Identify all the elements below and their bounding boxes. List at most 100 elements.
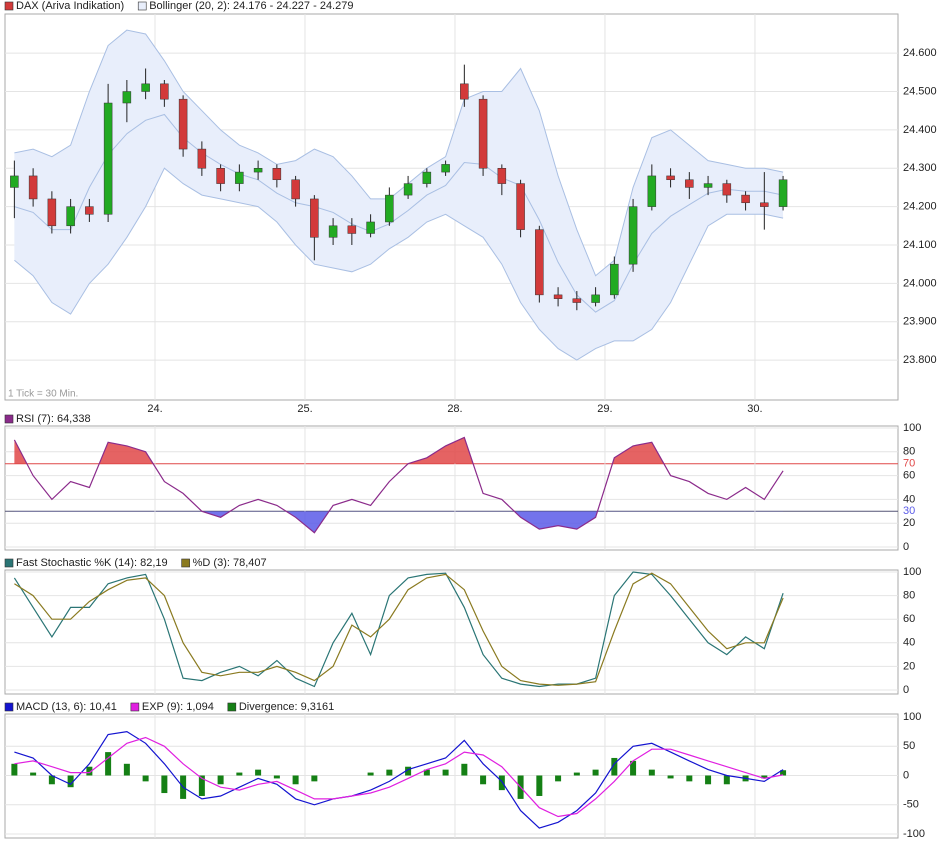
divergence-bar: [686, 775, 693, 782]
x-tick-label: 28.: [447, 403, 462, 415]
divergence-bar: [630, 760, 637, 776]
y-tick-label: 70: [903, 458, 915, 470]
divergence-bar: [255, 769, 262, 776]
candle-body: [685, 179, 694, 188]
candle-body: [235, 171, 244, 184]
x-tick-label: 24.: [147, 403, 162, 415]
y-tick-label: 80: [903, 590, 915, 602]
legend-label: Fast Stochastic %K (14): 82,19: [16, 557, 168, 569]
band-line: [14, 113, 784, 313]
candle-body: [647, 175, 657, 207]
series-line: [13, 436, 784, 534]
panel: -100 -50 0 50 100 MACD (13, 6): 10,41 EXP (9):…: [4, 701, 925, 840]
band-area: [14, 30, 784, 361]
y-tick-label: 30: [903, 505, 915, 517]
divergence-bar: [161, 775, 168, 794]
legend-label: %D (3): 78,407: [193, 557, 267, 569]
legend-label: DAX (Ariva Indikation): [16, 0, 124, 12]
divergence-bar: [761, 775, 768, 779]
candle-body: [216, 167, 225, 184]
divergence-bar: [30, 772, 37, 776]
legend-label: MACD (13, 6): 10,41: [16, 701, 117, 713]
candle-body: [160, 83, 169, 100]
divergence-bar: [442, 769, 449, 776]
divergence-bar: [405, 766, 412, 776]
x-tick-label: 30.: [747, 403, 762, 415]
candle-body: [178, 98, 188, 150]
y-tick-label: 20: [903, 660, 915, 672]
y-tick-label: 100: [903, 422, 921, 434]
y-tick-label: 0: [903, 769, 909, 781]
y-tick-label: 40: [903, 637, 915, 649]
y-tick-label: 24.500: [903, 85, 937, 97]
divergence-bar: [105, 752, 112, 776]
legend-label: RSI (7): 64,338: [16, 413, 91, 425]
candle-body: [385, 194, 394, 223]
oversold-fill: [14, 511, 784, 533]
divergence-bar: [723, 775, 730, 785]
y-tick-label: 100: [903, 711, 921, 723]
legend-swatch: [4, 702, 14, 712]
y-tick-label: 23.900: [903, 316, 937, 328]
y-tick-label: 60: [903, 613, 915, 625]
series-line: [14, 736, 784, 818]
divergence-bar: [480, 775, 487, 785]
candle-body: [253, 167, 263, 173]
divergence-bar: [273, 775, 280, 779]
x-tick-label: 25.: [297, 403, 312, 415]
candle-body: [347, 225, 357, 234]
band-line: [14, 29, 784, 277]
divergence-bar: [367, 772, 374, 776]
candle-body: [610, 263, 619, 296]
candle-body: [553, 294, 563, 299]
y-tick-label: 23.800: [903, 354, 937, 366]
candle-body: [591, 294, 600, 303]
candle-body: [516, 183, 525, 230]
legend-swatch: [4, 1, 14, 11]
legend-swatch: [4, 414, 14, 424]
divergence-bar: [386, 769, 393, 776]
candle-body: [572, 298, 582, 303]
y-tick-label: 24.600: [903, 47, 937, 59]
y-tick-label: 24.300: [903, 162, 937, 174]
candle-body: [460, 83, 469, 100]
panel: 23.800 23.900 24.000 24.100 24.200 24.300 24.4…: [4, 0, 937, 415]
candle-body: [478, 98, 488, 169]
x-tick-label: 29.: [597, 403, 612, 415]
candle-body: [291, 179, 300, 200]
candle-body: [741, 194, 750, 204]
y-tick-label: 100: [903, 566, 921, 578]
annotation: 1 Tick = 30 Min.: [8, 389, 78, 400]
divergence-bar: [592, 769, 599, 776]
y-tick-label: 24.000: [903, 277, 937, 289]
divergence-bar: [198, 775, 205, 796]
divergence-bar: [292, 775, 299, 785]
divergence-bar: [142, 775, 149, 782]
candle-body: [666, 175, 675, 181]
divergence-bar: [11, 763, 18, 776]
candle-body: [10, 175, 19, 188]
series-line: [14, 730, 784, 829]
divergence-bar: [236, 772, 243, 776]
y-tick-label: 60: [903, 470, 915, 482]
y-tick-label: 24.100: [903, 239, 937, 251]
divergence-bar: [86, 766, 93, 776]
candle-body: [441, 164, 450, 173]
divergence-bar: [311, 775, 318, 782]
candle-body: [778, 179, 788, 207]
candle-body: [535, 229, 544, 296]
candle-body: [422, 171, 432, 184]
divergence-bar: [536, 775, 543, 796]
divergence-bar: [648, 769, 655, 776]
panel: 0 20 40 60 80 100 Fast Stochastic %K (14): 82,…: [4, 557, 921, 696]
candle-body: [85, 206, 94, 215]
candle-body: [103, 102, 113, 215]
candle-body: [366, 221, 375, 234]
divergence-bar: [498, 775, 505, 791]
y-tick-label: 20: [903, 517, 915, 529]
divergence-bar: [123, 763, 130, 776]
legend-label: EXP (9): 1,094: [142, 701, 214, 713]
divergence-bar: [611, 757, 618, 776]
